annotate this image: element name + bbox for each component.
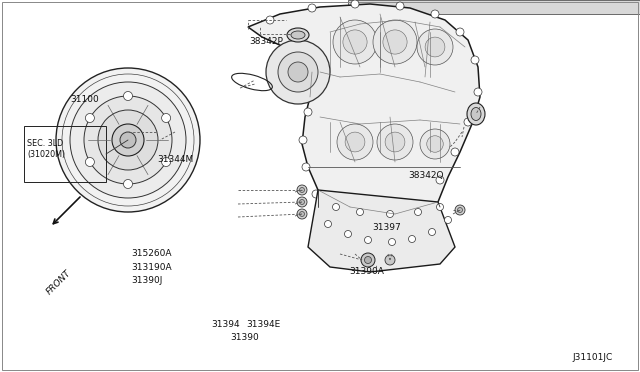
Polygon shape bbox=[248, 4, 480, 232]
Circle shape bbox=[445, 217, 451, 224]
Circle shape bbox=[383, 30, 407, 54]
Ellipse shape bbox=[287, 28, 309, 42]
Circle shape bbox=[385, 132, 405, 152]
Circle shape bbox=[333, 20, 377, 64]
Circle shape bbox=[112, 124, 144, 156]
Circle shape bbox=[330, 210, 338, 218]
Circle shape bbox=[345, 132, 365, 152]
Circle shape bbox=[373, 20, 417, 64]
Text: 31390A: 31390A bbox=[349, 267, 383, 276]
Circle shape bbox=[288, 62, 308, 82]
Circle shape bbox=[299, 136, 307, 144]
Circle shape bbox=[308, 4, 316, 12]
Polygon shape bbox=[308, 190, 455, 272]
Circle shape bbox=[356, 208, 364, 215]
Circle shape bbox=[297, 209, 307, 219]
Circle shape bbox=[385, 255, 395, 265]
Text: 31390: 31390 bbox=[230, 333, 259, 342]
Text: SEC. 3LD
(31020M): SEC. 3LD (31020M) bbox=[27, 139, 65, 158]
Circle shape bbox=[300, 199, 305, 205]
Ellipse shape bbox=[471, 108, 481, 121]
Circle shape bbox=[162, 157, 171, 167]
Ellipse shape bbox=[467, 103, 485, 125]
Circle shape bbox=[297, 185, 307, 195]
Circle shape bbox=[84, 96, 172, 184]
Circle shape bbox=[302, 163, 310, 171]
Text: 31397: 31397 bbox=[372, 223, 401, 232]
Text: 38342Q: 38342Q bbox=[408, 171, 444, 180]
Circle shape bbox=[451, 148, 459, 156]
Circle shape bbox=[417, 29, 453, 65]
Circle shape bbox=[300, 187, 305, 192]
Circle shape bbox=[98, 110, 158, 170]
Circle shape bbox=[471, 56, 479, 64]
Circle shape bbox=[427, 136, 444, 152]
Circle shape bbox=[56, 68, 200, 212]
Circle shape bbox=[458, 208, 463, 212]
Circle shape bbox=[387, 211, 394, 218]
Text: 315260A: 315260A bbox=[131, 249, 172, 258]
Text: FRONT: FRONT bbox=[45, 268, 73, 296]
Circle shape bbox=[425, 37, 445, 57]
Circle shape bbox=[436, 176, 444, 184]
Circle shape bbox=[278, 52, 318, 92]
Text: 31394: 31394 bbox=[211, 320, 240, 329]
Circle shape bbox=[304, 108, 312, 116]
Circle shape bbox=[120, 132, 136, 148]
Circle shape bbox=[420, 129, 450, 159]
Circle shape bbox=[124, 180, 132, 189]
Circle shape bbox=[324, 221, 332, 228]
Text: 313190A: 313190A bbox=[131, 263, 172, 272]
Circle shape bbox=[361, 253, 375, 267]
Circle shape bbox=[431, 10, 439, 18]
Circle shape bbox=[429, 228, 435, 235]
Circle shape bbox=[377, 124, 413, 160]
Text: 31390J: 31390J bbox=[131, 276, 163, 285]
Circle shape bbox=[381, 222, 389, 230]
Circle shape bbox=[464, 118, 472, 126]
Circle shape bbox=[408, 235, 415, 243]
Bar bbox=[348, 0, 640, 14]
Circle shape bbox=[312, 190, 320, 198]
Circle shape bbox=[333, 203, 339, 211]
Circle shape bbox=[344, 231, 351, 237]
Circle shape bbox=[396, 2, 404, 10]
Circle shape bbox=[455, 205, 465, 215]
Circle shape bbox=[162, 113, 171, 122]
Circle shape bbox=[266, 40, 330, 104]
Circle shape bbox=[456, 28, 464, 36]
Circle shape bbox=[388, 238, 396, 246]
Circle shape bbox=[300, 212, 305, 217]
Circle shape bbox=[297, 197, 307, 207]
Circle shape bbox=[266, 16, 274, 24]
Circle shape bbox=[85, 113, 94, 122]
Circle shape bbox=[351, 223, 359, 231]
Text: 31344M: 31344M bbox=[157, 155, 193, 164]
Circle shape bbox=[411, 210, 419, 218]
Text: 31100: 31100 bbox=[70, 95, 99, 104]
Circle shape bbox=[85, 157, 94, 167]
Text: 31394E: 31394E bbox=[246, 320, 281, 329]
Circle shape bbox=[365, 237, 371, 244]
Circle shape bbox=[365, 257, 371, 263]
Circle shape bbox=[351, 0, 359, 8]
Circle shape bbox=[337, 124, 373, 160]
Circle shape bbox=[436, 203, 444, 211]
Circle shape bbox=[343, 30, 367, 54]
Circle shape bbox=[70, 82, 186, 198]
Text: 38342P: 38342P bbox=[250, 37, 284, 46]
Bar bbox=[24, 126, 106, 182]
Circle shape bbox=[474, 88, 482, 96]
Ellipse shape bbox=[291, 31, 305, 39]
Circle shape bbox=[124, 92, 132, 100]
Text: J31101JC: J31101JC bbox=[573, 353, 613, 362]
Circle shape bbox=[415, 208, 422, 215]
